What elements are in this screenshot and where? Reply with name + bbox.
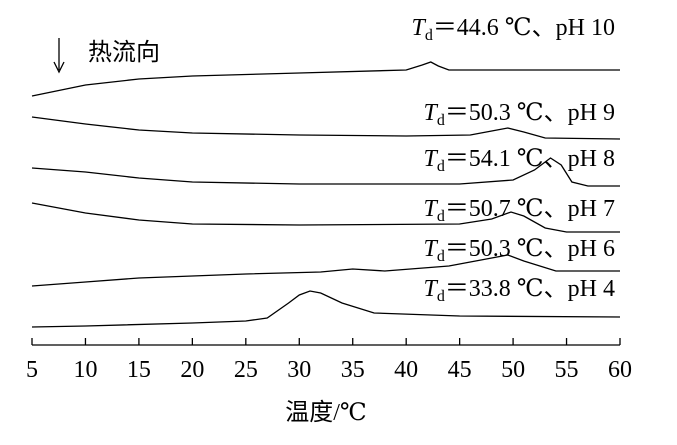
x-tick-label: 50	[501, 357, 525, 383]
curve-label: Td＝54.1 ℃、pH 8	[423, 146, 615, 175]
curve	[31, 290, 621, 328]
curve	[31, 254, 620, 287]
x-tick-label: 55	[555, 357, 579, 383]
label-symbol: T	[423, 100, 438, 126]
label-symbol: T	[423, 146, 438, 172]
x-tick-label: 40	[394, 357, 418, 383]
label-symbol: T	[423, 196, 438, 222]
label-text: ＝44.6 ℃、pH 10	[433, 15, 615, 41]
label-symbol: T	[411, 15, 426, 41]
curve-label: Td＝50.3 ℃、pH 9	[423, 100, 615, 129]
label-subscript: d	[437, 208, 445, 225]
heat-flow-arrowhead	[53, 61, 65, 74]
curve	[31, 116, 621, 140]
x-tick-label: 45	[448, 357, 472, 383]
curve	[31, 202, 620, 233]
label-subscript: d	[437, 288, 445, 305]
label-subscript: d	[437, 248, 445, 265]
label-subscript: d	[437, 112, 445, 129]
label-symbol: T	[423, 276, 438, 302]
label-symbol: T	[423, 236, 438, 262]
x-tick-label: 25	[234, 357, 258, 383]
x-axis-label: 温度/℃	[285, 399, 367, 426]
label-text: ＝33.8 ℃、pH 4	[445, 276, 615, 302]
label-text: ＝50.7 ℃、pH 7	[445, 196, 615, 222]
x-tick-label: 15	[127, 357, 151, 383]
curve	[31, 61, 620, 97]
x-tick-label: 35	[341, 357, 365, 383]
label-text: ＝50.3 ℃、pH 9	[445, 100, 615, 126]
curve-label: Td＝50.7 ℃、pH 7	[423, 196, 615, 225]
label-subscript: d	[425, 27, 433, 44]
curve-label: Td＝50.3 ℃、pH 6	[423, 236, 615, 265]
x-tick-label: 30	[287, 357, 311, 383]
curve	[31, 157, 620, 187]
x-tick-label: 5	[26, 357, 38, 383]
label-text: ＝50.3 ℃、pH 6	[445, 236, 615, 262]
label-text: ＝54.1 ℃、pH 8	[445, 146, 615, 172]
x-tick-label: 10	[73, 357, 97, 383]
label-subscript: d	[437, 158, 445, 175]
heat-flow-label: 热流向	[88, 39, 160, 66]
curve-label: Td＝44.6 ℃、pH 10	[411, 15, 615, 44]
x-tick-label: 20	[180, 357, 204, 383]
x-tick-label: 60	[608, 357, 632, 383]
curve-label: Td＝33.8 ℃、pH 4	[423, 276, 615, 305]
